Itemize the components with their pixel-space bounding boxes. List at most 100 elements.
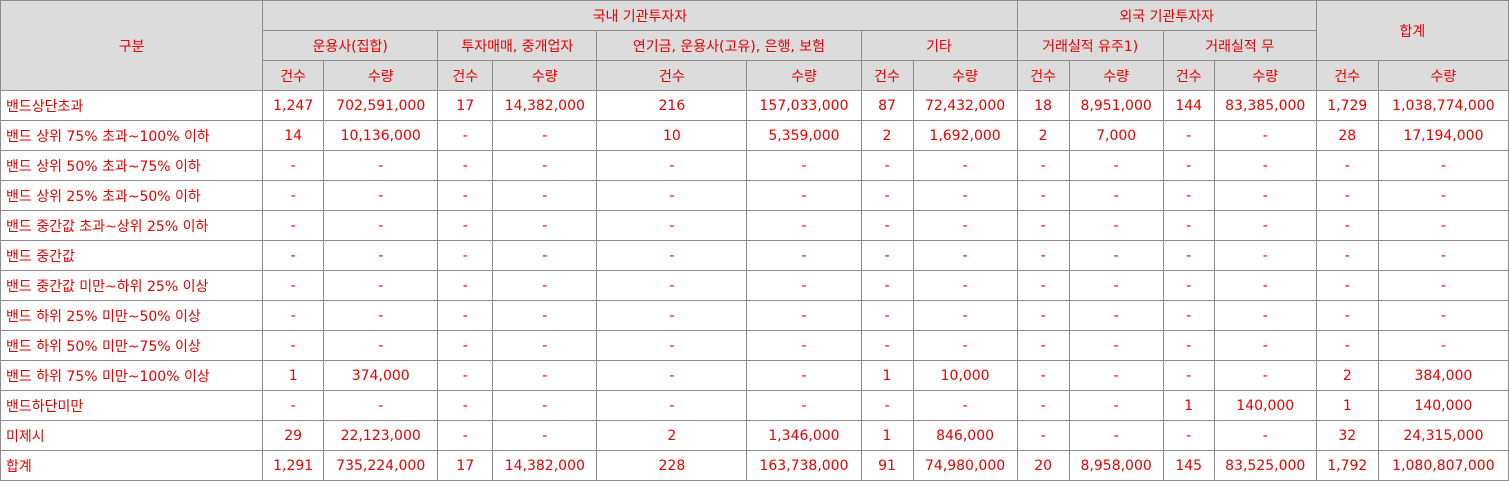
count-cell: - (437, 150, 494, 181)
count-cell: 91 (860, 450, 914, 481)
count-cell: - (596, 360, 748, 391)
count-cell: 2 (596, 420, 748, 451)
quantity-cell: 384,000 (1377, 360, 1509, 391)
quantity-cell: 14,382,000 (492, 90, 598, 121)
quantity-cell: - (746, 300, 862, 331)
quantity-cell: 72,432,000 (912, 90, 1018, 121)
count-cell: 29 (262, 420, 325, 451)
count-column-header: 건수 (860, 60, 914, 91)
quantity-cell: 157,033,000 (746, 90, 862, 121)
count-cell: - (860, 390, 914, 421)
quantity-cell: 8,951,000 (1068, 90, 1164, 121)
row-label: 밴드 중간값 미만~하위 25% 이상 (0, 270, 264, 301)
quantity-cell: - (1068, 330, 1164, 361)
count-cell: 1,247 (262, 90, 325, 121)
count-cell: - (262, 300, 325, 331)
count-cell: 1 (860, 360, 914, 391)
subheader-foreign-with-record: 거래실적 유주1) (1016, 30, 1164, 61)
count-cell: - (262, 240, 325, 271)
count-cell: - (1162, 270, 1215, 301)
quantity-cell: 22,123,000 (323, 420, 439, 451)
count-cell: - (1016, 330, 1070, 361)
quantity-cell: - (1068, 360, 1164, 391)
count-cell: 2 (1315, 360, 1379, 391)
count-cell: - (1315, 180, 1379, 211)
quantity-cell: - (746, 390, 862, 421)
quantity-cell: 735,224,000 (323, 450, 439, 481)
count-cell: - (860, 270, 914, 301)
quantity-cell: 10,000 (912, 360, 1018, 391)
count-cell: - (437, 300, 494, 331)
table-row: 미제시 29 22,123,000- -2 1,346,000 1 846,000- - - -3… (0, 420, 1509, 451)
quantity-cell: - (1377, 210, 1509, 241)
quantity-column-header: 수량 (1068, 60, 1164, 91)
count-cell: 28 (1315, 120, 1379, 151)
count-cell: 1 (860, 420, 914, 451)
quantity-cell: 1,080,807,000 (1377, 450, 1509, 481)
count-cell: - (1016, 420, 1070, 451)
table-row: 밴드 중간값 미만~하위 25% 이상 - - - - - - - - - - - - - - (0, 270, 1509, 301)
count-cell: 17 (437, 90, 494, 121)
quantity-cell: 14,382,000 (492, 450, 598, 481)
table-row: 밴드 상위 50% 초과~75% 이하 - - - - - - - - - - - - - - (0, 150, 1509, 181)
quantity-cell: - (912, 210, 1018, 241)
count-cell: - (1162, 240, 1215, 271)
quantity-cell: 24,315,000 (1377, 420, 1509, 451)
table-row: 밴드상단초과 1,247 702,591,000 17 14,382,000 216 157… (0, 90, 1509, 121)
count-column-header: 건수 (262, 60, 325, 91)
count-column-header: 건수 (1315, 60, 1379, 91)
quantity-column-header: 수량 (912, 60, 1018, 91)
quantity-cell: - (1377, 300, 1509, 331)
count-cell: - (1016, 390, 1070, 421)
category-header: 구분 (0, 0, 264, 91)
count-cell: - (1162, 180, 1215, 211)
count-cell: 14 (262, 120, 325, 151)
quantity-cell: - (1213, 210, 1317, 241)
count-cell: 2 (860, 120, 914, 151)
subheader-pension-bank-insurance: 연기금, 운용사(고유), 은행, 보험 (596, 30, 862, 61)
quantity-cell: - (1068, 240, 1164, 271)
quantity-cell: - (1377, 270, 1509, 301)
count-cell: - (1016, 180, 1070, 211)
quantity-cell: - (746, 270, 862, 301)
count-cell: - (262, 330, 325, 361)
count-cell: - (437, 120, 494, 151)
count-cell: 1 (262, 360, 325, 391)
count-cell: - (596, 210, 748, 241)
count-cell: - (1162, 210, 1215, 241)
quantity-cell: - (1213, 270, 1317, 301)
quantity-cell: - (492, 270, 598, 301)
count-cell: 87 (860, 90, 914, 121)
count-cell: 1 (1315, 390, 1379, 421)
quantity-cell: - (1213, 180, 1317, 211)
quantity-cell: - (492, 390, 598, 421)
count-cell: - (1016, 360, 1070, 391)
count-cell: - (1315, 330, 1379, 361)
quantity-cell: - (323, 390, 439, 421)
count-cell: - (596, 330, 748, 361)
total-header: 합계 (1315, 0, 1509, 61)
count-cell: - (596, 270, 748, 301)
row-label: 밴드 상위 25% 초과~50% 이하 (0, 180, 264, 211)
table-row: 밴드 중간값 초과~상위 25% 이하 - - - - - - - - - - - - - - (0, 210, 1509, 241)
quantity-cell: - (492, 120, 598, 151)
quantity-cell: - (746, 330, 862, 361)
count-cell: 18 (1016, 90, 1070, 121)
quantity-cell: - (746, 240, 862, 271)
quantity-cell: 8,958,000 (1068, 450, 1164, 481)
count-cell: - (437, 210, 494, 241)
count-cell: - (860, 150, 914, 181)
count-cell: - (1315, 270, 1379, 301)
quantity-cell: - (492, 360, 598, 391)
quantity-cell: 846,000 (912, 420, 1018, 451)
table-row: 밴드 하위 25% 미만~50% 이상 - - - - - - - - - - - - - - (0, 300, 1509, 331)
quantity-cell: - (1068, 180, 1164, 211)
quantity-column-header: 수량 (1213, 60, 1317, 91)
quantity-cell: - (323, 210, 439, 241)
quantity-cell: - (1377, 240, 1509, 271)
quantity-cell: - (492, 330, 598, 361)
quantity-cell: - (492, 180, 598, 211)
quantity-cell: - (1068, 300, 1164, 331)
row-label: 밴드 하위 75% 미만~100% 이상 (0, 360, 264, 391)
